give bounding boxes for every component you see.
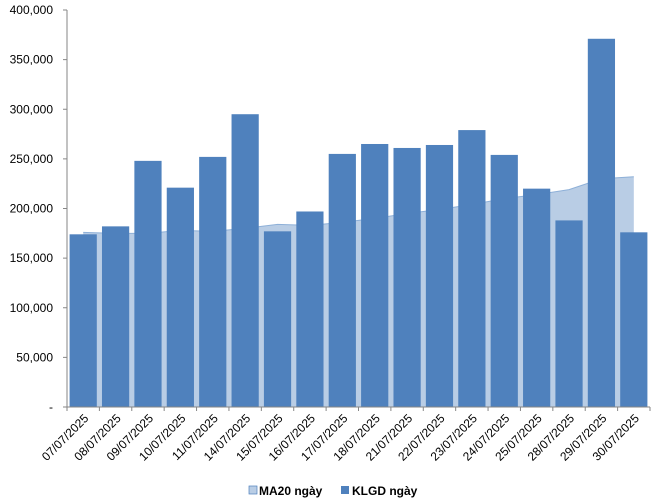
- bar-klgd: [620, 232, 648, 407]
- legend-swatch-ma20: [248, 485, 258, 495]
- y-tick-label: 200,000: [10, 202, 54, 216]
- ma20-area: [83, 176, 634, 407]
- bar-klgd: [166, 187, 194, 407]
- bar-klgd: [425, 144, 454, 408]
- klgd-bar-layer: [69, 38, 648, 408]
- bar-klgd: [361, 143, 389, 408]
- x-tick-labels: 07/07/202508/07/202509/07/202510/07/2025…: [39, 411, 642, 464]
- y-tick-label: 50,000: [16, 350, 53, 364]
- y-tick-label: 250,000: [10, 152, 54, 166]
- y-tick-label: 100,000: [10, 301, 54, 315]
- bar-klgd: [69, 234, 97, 407]
- bar-klgd: [458, 130, 486, 407]
- bar-klgd: [231, 114, 259, 408]
- y-tick-label: 150,000: [10, 251, 54, 265]
- bar-klgd: [393, 147, 421, 407]
- axes: [63, 9, 651, 411]
- y-tick-label: -: [49, 400, 53, 414]
- bar-klgd: [523, 188, 551, 407]
- legend-swatch-klgd: [341, 486, 349, 494]
- y-tick-label: 400,000: [10, 3, 54, 17]
- bar-klgd: [490, 154, 518, 407]
- bar-klgd: [263, 231, 292, 407]
- legend-label-klgd: KLGD ngày: [352, 484, 418, 498]
- bar-klgd: [587, 38, 616, 407]
- bar-klgd: [296, 211, 324, 407]
- y-tick-label: 350,000: [10, 53, 54, 67]
- bar-klgd: [199, 156, 227, 407]
- legend: MA20 ngày KLGD ngày: [248, 484, 418, 498]
- bar-klgd: [101, 226, 130, 407]
- y-tick-label: 300,000: [10, 102, 54, 116]
- bar-klgd: [134, 160, 162, 407]
- ma20-area-layer: [83, 176, 634, 407]
- bar-klgd: [555, 220, 583, 407]
- y-tick-labels: - 50,000 100,000 150,000 200,000 250,000 300,0…: [10, 3, 54, 414]
- bar-klgd: [328, 153, 356, 407]
- legend-label-ma20: MA20 ngày: [259, 484, 323, 498]
